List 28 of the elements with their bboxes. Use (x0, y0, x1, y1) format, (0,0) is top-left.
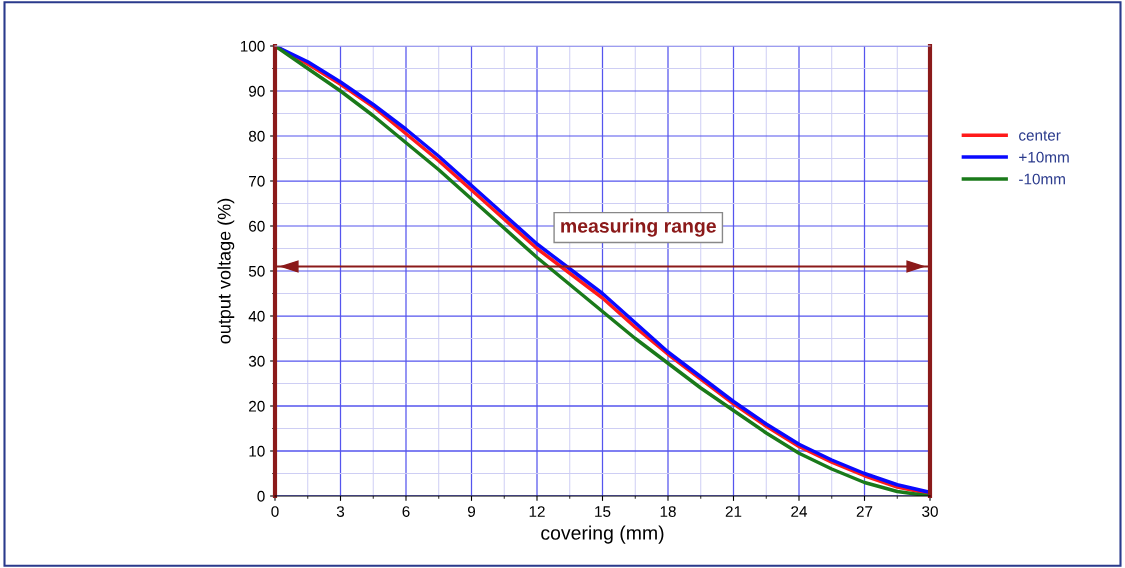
y-tick-label: 70 (249, 175, 265, 187)
legend-label: +10mm (1019, 151, 1069, 163)
x-axis-title: covering (mm) (541, 525, 664, 544)
y-tick-label: 20 (249, 400, 265, 412)
x-tick-label: 21 (725, 506, 742, 517)
x-tick-label: 24 (791, 506, 808, 517)
x-tick-label: 3 (336, 506, 345, 517)
y-tick-label: 90 (249, 85, 265, 97)
x-tick-label: 27 (856, 506, 873, 517)
x-tick-label: 12 (529, 506, 545, 517)
y-tick-label: 40 (248, 310, 265, 322)
ref-line-label: measuring range (561, 218, 716, 237)
x-tick-label: 6 (402, 506, 410, 517)
x-tick-label: 9 (467, 506, 476, 517)
x-tick-label: 30 (922, 506, 938, 517)
y-tick-label: 60 (249, 220, 265, 232)
y-tick-label: 50 (248, 265, 265, 277)
legend-label: center (1019, 130, 1061, 141)
y-tick-label: 0 (257, 490, 265, 502)
y-tick-label: 10 (249, 445, 265, 457)
y-tick-label: 80 (248, 130, 265, 142)
x-tick-label: 18 (660, 506, 676, 517)
legend-label: -10mm (1019, 173, 1065, 185)
y-tick-label: 100 (240, 40, 265, 52)
y-tick-label: 30 (248, 355, 265, 367)
x-tick-label: 15 (595, 506, 611, 517)
x-tick-label: 0 (271, 506, 279, 517)
y-axis-title: output voltage (%) (217, 198, 235, 344)
